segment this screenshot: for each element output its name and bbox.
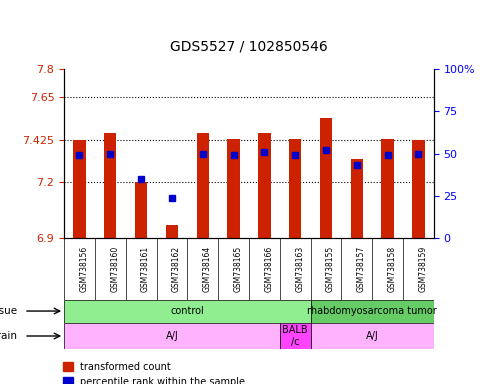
- Text: A/J: A/J: [366, 331, 379, 341]
- Text: GSM738156: GSM738156: [79, 246, 89, 292]
- Bar: [351, 159, 363, 238]
- Bar: [104, 133, 116, 238]
- Bar: [135, 182, 147, 238]
- FancyBboxPatch shape: [311, 300, 434, 323]
- Text: BALB
/c: BALB /c: [282, 325, 308, 347]
- Text: GSM738163: GSM738163: [295, 246, 304, 292]
- Text: GSM738159: GSM738159: [419, 246, 427, 292]
- Text: GSM738157: GSM738157: [357, 246, 366, 292]
- Text: GSM738164: GSM738164: [203, 246, 212, 292]
- Text: GDS5527 / 102850546: GDS5527 / 102850546: [170, 40, 328, 54]
- Text: tissue: tissue: [0, 306, 18, 316]
- Text: GSM738160: GSM738160: [110, 246, 119, 292]
- Text: GSM738166: GSM738166: [264, 246, 274, 292]
- Bar: [227, 139, 240, 238]
- Bar: [73, 141, 86, 238]
- Legend: transformed count, percentile rank within the sample: transformed count, percentile rank withi…: [59, 358, 249, 384]
- Text: A/J: A/J: [166, 331, 178, 341]
- Bar: [382, 139, 394, 238]
- Text: GSM738158: GSM738158: [387, 246, 397, 292]
- Text: GSM738155: GSM738155: [326, 246, 335, 292]
- FancyBboxPatch shape: [64, 300, 311, 323]
- FancyBboxPatch shape: [311, 323, 434, 349]
- Bar: [258, 133, 271, 238]
- Text: GSM738162: GSM738162: [172, 246, 181, 292]
- Bar: [289, 139, 301, 238]
- FancyBboxPatch shape: [64, 323, 280, 349]
- FancyBboxPatch shape: [280, 323, 311, 349]
- Bar: [412, 139, 424, 238]
- Text: GSM738161: GSM738161: [141, 246, 150, 292]
- Bar: [166, 225, 178, 238]
- Text: rhabdomyosarcoma tumor: rhabdomyosarcoma tumor: [307, 306, 437, 316]
- Text: strain: strain: [0, 331, 18, 341]
- Text: control: control: [171, 306, 204, 316]
- Text: GSM738165: GSM738165: [234, 246, 243, 292]
- Bar: [197, 133, 209, 238]
- Bar: [320, 118, 332, 238]
